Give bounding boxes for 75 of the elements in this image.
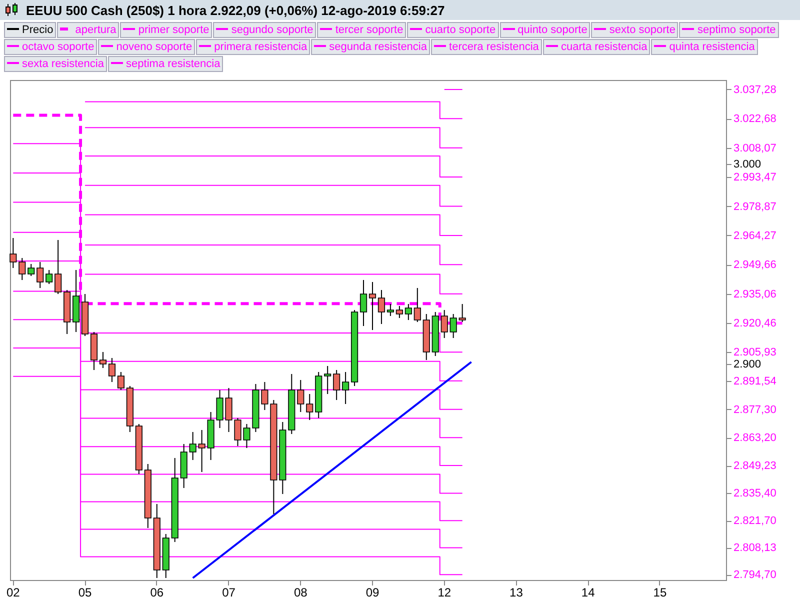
y-tick-label: 3.022,68 — [734, 113, 776, 126]
legend-label: segunda resistencia — [311, 39, 430, 55]
candlestick — [36, 262, 44, 288]
x-tick-label: 15 — [653, 586, 667, 600]
candlestick — [18, 258, 26, 280]
candlestick — [440, 310, 448, 338]
y-tick-label: 3.008,07 — [734, 142, 776, 154]
legend-label: tercera resistencia — [431, 39, 542, 55]
y-tick-label: 3.037,28 — [734, 84, 776, 96]
legend-label: cuarto soporte — [407, 22, 499, 38]
x-tick-label: 05 — [78, 586, 92, 600]
y-tick-label: 3.000 — [734, 158, 762, 170]
candlestick — [333, 370, 340, 400]
y-tick-label: 2.849,23 — [734, 460, 776, 472]
legend-label: tercer soporte — [317, 22, 406, 38]
candlestick — [46, 270, 53, 284]
candlestick — [54, 240, 62, 294]
x-tick-label: 13 — [510, 586, 524, 600]
legend-label: primera resistencia — [196, 39, 310, 55]
candlestick — [306, 394, 314, 420]
candlestick — [404, 304, 412, 320]
candlestick — [360, 280, 368, 326]
y-tick-label: 2.863,20 — [734, 432, 776, 444]
x-tick-label: 07 — [222, 586, 236, 600]
chart-title: EEUU 500 Cash (250$) 1 hora 2.922,09 (+0,06%) 12-ago-2019 6:59:27 — [26, 2, 445, 18]
candlestick — [99, 352, 107, 368]
x-tick-label: 14 — [581, 586, 596, 600]
y-tick-label: 2.835,40 — [734, 488, 776, 500]
candlestick — [414, 288, 421, 322]
x-tick-label: 09 — [366, 586, 380, 600]
y-tick-label: 2.978,87 — [734, 200, 776, 213]
y-tick-label: 2.993,47 — [734, 172, 776, 184]
legend-label: quinta resistencia — [651, 39, 758, 55]
candlestick — [117, 372, 124, 390]
legend-label: noveno soporte — [98, 39, 196, 55]
legend-label: Precio — [4, 22, 56, 38]
candlestick — [342, 372, 350, 404]
y-tick-label: 2.905,93 — [734, 346, 776, 359]
candlestick — [28, 264, 35, 276]
x-tick-label: 12 — [438, 586, 452, 600]
x-tick-label: 06 — [150, 586, 164, 600]
x-tick-label: 02 — [6, 586, 20, 600]
y-tick-label: 2.877,30 — [734, 404, 776, 416]
candlestick — [108, 358, 116, 382]
candlestick — [396, 306, 403, 318]
legend-label: segundo soporte — [213, 22, 316, 38]
candlestick — [10, 238, 17, 268]
legend-label: septima resistencia — [108, 56, 224, 72]
y-tick-label: 2.964,27 — [734, 230, 776, 242]
y-tick-label: 2.949,66 — [734, 259, 776, 272]
candlestick — [458, 304, 466, 322]
y-tick-label: 2.794,70 — [734, 569, 776, 582]
candlestick — [386, 304, 394, 316]
candlestick — [189, 432, 196, 460]
legend-label: primer soporte — [120, 22, 212, 38]
y-tick-label: 2.821,70 — [734, 515, 776, 528]
legend-label: quinto soporte — [500, 22, 590, 38]
candlestick — [378, 290, 386, 324]
legend-label: apertura — [57, 22, 120, 38]
x-tick-label: 08 — [294, 586, 308, 600]
legend-label: cuarta resistencia — [542, 39, 650, 55]
y-tick-label: 2.935,06 — [734, 288, 776, 300]
legend-label: septimo soporte — [679, 22, 779, 38]
y-tick-label: 2.920,46 — [734, 318, 776, 330]
candlestick — [324, 366, 332, 394]
legend-label: sexta resistencia — [4, 56, 107, 72]
legend-label: octavo soporte — [4, 39, 98, 55]
candlestick — [297, 380, 304, 412]
legend-label: sexto soporte — [591, 22, 678, 38]
candlestick — [368, 282, 376, 330]
y-tick-label: 2.808,13 — [734, 542, 776, 554]
candlestick — [261, 382, 268, 410]
y-tick-label: 2.891,54 — [734, 375, 776, 388]
y-tick-label: 2.900 — [734, 358, 762, 370]
candlestick — [450, 314, 457, 338]
